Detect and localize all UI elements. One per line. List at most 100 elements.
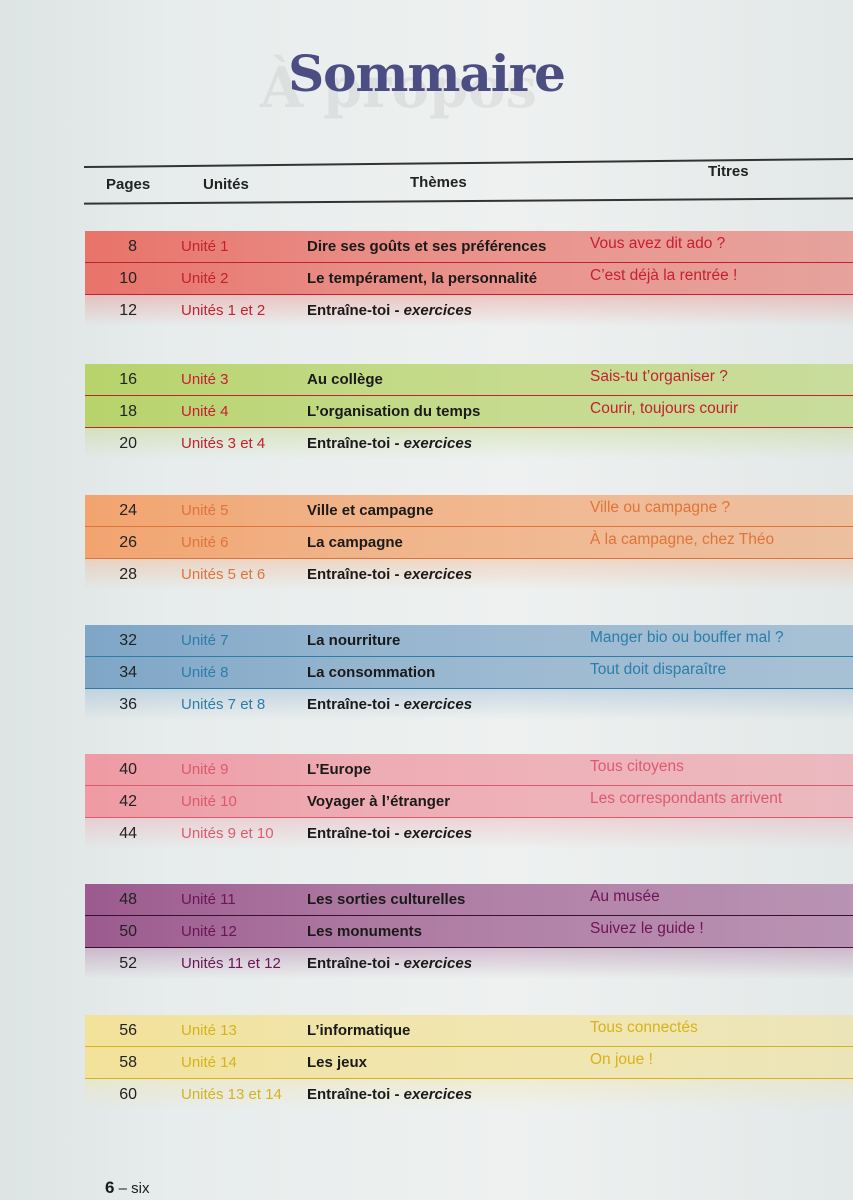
- unit-cell: Unités 7 et 8: [181, 696, 266, 713]
- unit-cell: Unité 12: [181, 923, 237, 940]
- theme-text: Entraîne-toi -: [307, 955, 404, 972]
- page-number-cell: 42: [119, 793, 137, 810]
- unit-cell: Unités 11 et 12: [181, 955, 281, 972]
- toc-row[interactable]: 34 Unité 8 La consommation Tout doit dispar…: [85, 657, 853, 689]
- row-divider: [85, 426, 853, 428]
- toc-row[interactable]: 56 Unité 13 L’informatique Tous connectés: [85, 1015, 853, 1047]
- theme-text: Entraîne-toi -: [307, 302, 404, 319]
- unit-cell: Unités 13 et 14: [181, 1086, 282, 1103]
- toc-row[interactable]: 26 Unité 6 La campagne À la campagne, chez …: [85, 527, 853, 559]
- toc-row[interactable]: 24 Unité 5 Ville et campagne Ville ou campa…: [85, 495, 853, 527]
- row-color-band: [85, 689, 853, 720]
- theme-cell: Les monuments: [307, 923, 423, 940]
- row-divider: [85, 784, 853, 786]
- page-number-cell: 56: [119, 1022, 137, 1039]
- theme-cell: La nourriture: [307, 632, 401, 649]
- unit-cell: Unités 1 et 2: [181, 302, 266, 319]
- theme-italic-text: exercices: [403, 825, 473, 842]
- row-color-band: [85, 818, 853, 849]
- page-number-cell: 16: [119, 371, 137, 388]
- theme-cell: L’Europe: [307, 761, 372, 778]
- theme-text: Entraîne-toi -: [307, 825, 404, 842]
- row-color-band: [85, 1047, 853, 1078]
- page-number-cell: 60: [119, 1086, 137, 1103]
- page-number-cell: 20: [119, 435, 137, 452]
- unit-cell: Unité 13: [181, 1022, 237, 1039]
- row-color-band: [85, 396, 853, 427]
- theme-cell: Au collège: [307, 371, 383, 388]
- row-color-band: [85, 364, 853, 395]
- toc-row[interactable]: 18 Unité 4 L’organisation du temps Courir, …: [85, 396, 853, 428]
- header-titres: Titres: [708, 163, 749, 180]
- titre-cell: Les correspondants arrivent: [590, 790, 783, 807]
- page-number-word: six: [131, 1180, 150, 1197]
- row-divider: [85, 1045, 853, 1047]
- unit-cell: Unité 14: [181, 1054, 237, 1071]
- toc-row[interactable]: 44 Unités 9 et 10 Entraîne-toi - exercices: [85, 818, 853, 849]
- toc-row[interactable]: 32 Unité 7 La nourriture Manger bio ou bouf…: [85, 625, 853, 657]
- page-number-cell: 26: [119, 534, 137, 551]
- toc-row[interactable]: 58 Unité 14 Les jeux On joue !: [85, 1047, 853, 1079]
- toc-row[interactable]: 52 Unités 11 et 12 Entraîne-toi - exercice…: [85, 948, 853, 979]
- theme-italic-text: exercices: [403, 566, 473, 583]
- toc-row[interactable]: 12 Unités 1 et 2 Entraîne-toi - exercices: [85, 295, 853, 326]
- row-divider: [85, 914, 853, 916]
- theme-text: Entraîne-toi -: [307, 1086, 404, 1103]
- theme-cell: Voyager à l’étranger: [307, 793, 451, 810]
- header-themes: Thèmes: [410, 174, 467, 191]
- theme-italic-text: exercices: [403, 302, 473, 319]
- theme-cell: Entraîne-toi - exercices: [307, 435, 472, 452]
- unit-cell: Unité 1: [181, 238, 229, 255]
- toc-row[interactable]: 36 Unités 7 et 8 Entraîne-toi - exercices: [85, 689, 853, 720]
- theme-cell: La consommation: [307, 664, 436, 681]
- titre-cell: Manger bio ou bouffer mal ?: [590, 629, 784, 646]
- page-number: 6: [105, 1178, 115, 1197]
- background-ghost-text: À propos: [260, 55, 537, 121]
- toc-row[interactable]: 50 Unité 12 Les monuments Suivez le guide !: [85, 916, 853, 948]
- unit-cell: Unités 9 et 10: [181, 825, 274, 842]
- page-footer: 6 – six: [105, 1178, 150, 1198]
- page-number-cell: 28: [119, 566, 137, 583]
- row-color-band: [85, 625, 853, 656]
- page-number-cell: 52: [119, 955, 137, 972]
- row-color-band: [85, 231, 853, 262]
- toc-row[interactable]: 8 Unité 1 Dire ses goûts et ses préférence…: [85, 231, 853, 263]
- unit-cell: Unité 2: [181, 270, 229, 287]
- page-number-cell: 32: [119, 632, 137, 649]
- toc-row[interactable]: 48 Unité 11 Les sorties culturelles Au musé…: [85, 884, 853, 916]
- theme-italic-text: exercices: [403, 955, 473, 972]
- row-divider: [85, 946, 853, 948]
- header-bottom-rule: [84, 197, 853, 205]
- row-color-band: [85, 657, 853, 688]
- row-color-band: [85, 527, 853, 558]
- row-color-band: [85, 916, 853, 947]
- page-separator: –: [114, 1180, 132, 1197]
- theme-cell: L’informatique: [307, 1022, 411, 1039]
- unit-cell: Unité 3: [181, 371, 229, 388]
- theme-cell: Les sorties culturelles: [307, 891, 466, 908]
- titre-cell: Suivez le guide !: [590, 920, 704, 937]
- theme-text: Entraîne-toi -: [307, 435, 404, 452]
- unit-cell: Unité 10: [181, 793, 237, 810]
- toc-row[interactable]: 28 Unités 5 et 6 Entraîne-toi - exercices: [85, 559, 853, 590]
- toc-row[interactable]: 16 Unité 3 Au collège Sais-tu t’organiser ?: [85, 364, 853, 396]
- theme-italic-text: exercices: [403, 696, 473, 713]
- titre-cell: Tous citoyens: [590, 758, 684, 775]
- row-divider: [85, 655, 853, 657]
- toc-row[interactable]: 20 Unités 3 et 4 Entraîne-toi - exercices: [85, 428, 853, 459]
- page-number-cell: 10: [119, 270, 137, 287]
- row-color-band: [85, 495, 853, 526]
- toc-row[interactable]: 60 Unités 13 et 14 Entraîne-toi - exercice…: [85, 1079, 853, 1110]
- toc-row[interactable]: 40 Unité 9 L’Europe Tous citoyens: [85, 754, 853, 786]
- row-color-band: [85, 263, 853, 294]
- toc-row[interactable]: 42 Unité 10 Voyager à l’étranger Les corres…: [85, 786, 853, 818]
- theme-cell: Entraîne-toi - exercices: [307, 566, 472, 583]
- theme-cell: Le tempérament, la personnalité: [307, 270, 538, 287]
- unit-cell: Unité 4: [181, 403, 229, 420]
- unit-cell: Unité 8: [181, 664, 229, 681]
- page-number-cell: 12: [119, 302, 137, 319]
- row-divider: [85, 816, 853, 818]
- page-number-cell: 40: [119, 761, 137, 778]
- theme-cell: Les jeux: [307, 1054, 368, 1071]
- toc-row[interactable]: 10 Unité 2 Le tempérament, la personnalité…: [85, 263, 853, 295]
